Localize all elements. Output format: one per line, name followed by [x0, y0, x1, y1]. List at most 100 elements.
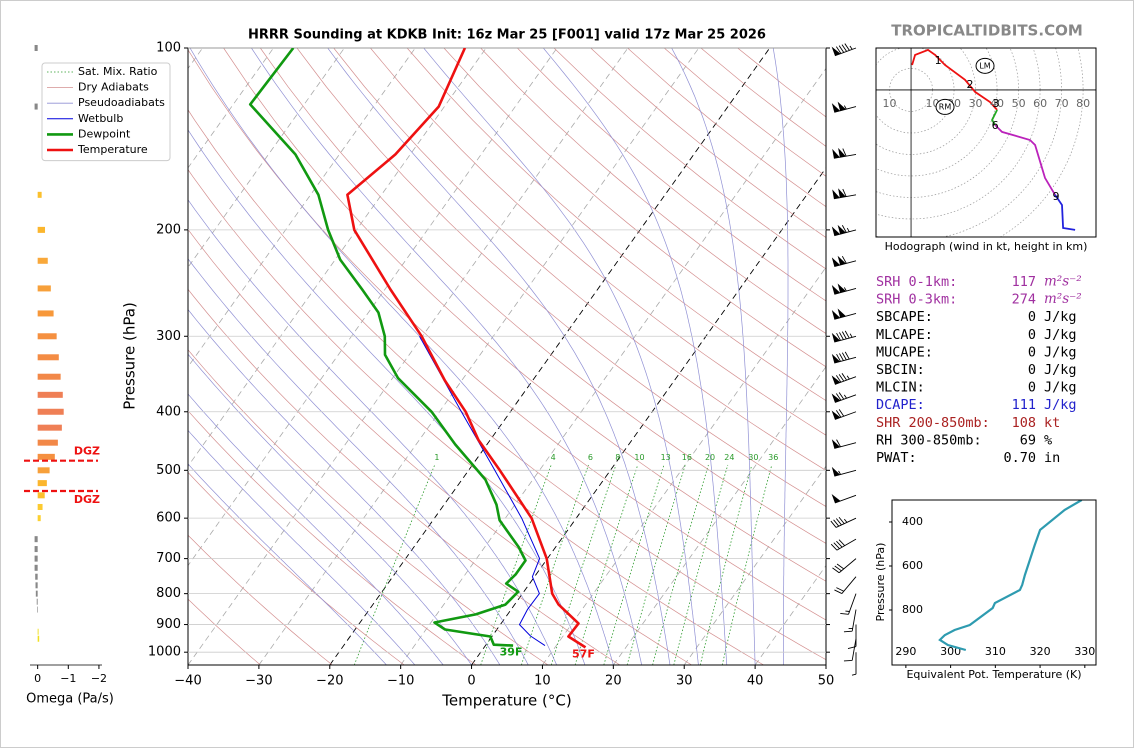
- mixing-ratio-label: 1: [434, 453, 439, 462]
- x-tick-label: 50: [818, 674, 835, 689]
- pseudoadiabat: [188, 309, 501, 665]
- omega-bar: [37, 480, 47, 487]
- legend-box: [41, 62, 171, 162]
- theta-x-tick-label: 290: [895, 645, 916, 658]
- y-tick-label: 300: [156, 329, 181, 344]
- wind-barb: [831, 101, 857, 113]
- hodograph-label: RM: [939, 102, 952, 111]
- dry-adiabat: [188, 228, 692, 665]
- hodograph-trace: [1054, 194, 1076, 231]
- omega-tick-label: 0: [34, 672, 41, 685]
- hodograph-tick-label: 10: [883, 97, 897, 110]
- x-tick-label: 30: [676, 674, 693, 689]
- legend-label: Dry Adiabats: [78, 81, 149, 94]
- mixing-ratio-line: [550, 464, 617, 665]
- stat-label: SBCAPE:: [876, 309, 933, 325]
- y-tick-label: 200: [156, 222, 181, 237]
- wind-barb: [831, 439, 857, 449]
- dry-adiabat: [188, 349, 549, 665]
- stat-unit: m²s⁻²: [1044, 274, 1082, 290]
- isotherm: [258, 48, 700, 665]
- omega-bar: [35, 582, 38, 589]
- legend-label: Sat. Mix. Ratio: [78, 65, 158, 78]
- dgz-label: DGZ: [74, 445, 100, 458]
- stat-value: 0: [1028, 362, 1036, 378]
- reference-lines: [188, 48, 826, 665]
- dry-adiabat: [188, 471, 405, 665]
- profile-line: [248, 48, 527, 647]
- mixing-ratio-label: 24: [724, 453, 734, 462]
- isotherm: [188, 48, 416, 368]
- stat-label: MUCAPE:: [876, 344, 933, 360]
- pseudoadiabat: [251, 48, 643, 665]
- omega-bar: [37, 391, 63, 398]
- legend-label: Wetbulb: [78, 112, 123, 125]
- wind-barb: [830, 538, 857, 551]
- stat-unit: J/kg: [1044, 397, 1077, 413]
- hodograph-tick-label: 70: [1055, 97, 1069, 110]
- dry-adiabat: [188, 598, 261, 665]
- y-tick-label: 700: [156, 551, 181, 566]
- isotherm: [188, 48, 274, 169]
- dry-adiabat: [260, 48, 826, 544]
- theta-frame: [891, 499, 1097, 666]
- hodograph-clip: [876, 48, 1096, 237]
- hodograph-label: 1: [935, 54, 942, 67]
- profile-line: [419, 336, 546, 647]
- hodograph-frame: [875, 47, 1097, 238]
- omega-bar: [37, 333, 57, 340]
- y-tick-label: 500: [156, 463, 181, 478]
- legend-label: Temperature: [77, 143, 148, 156]
- stat-label: SHR 200-850mb:: [876, 415, 990, 431]
- pseudoadiabat: [188, 429, 416, 665]
- stat-unit: %: [1044, 432, 1052, 448]
- hodograph-trace: [911, 48, 998, 111]
- pseudoadiabat: [423, 48, 699, 665]
- y-axis-label: Pressure (hPa): [121, 302, 139, 410]
- pseudoadiabat: [188, 199, 557, 665]
- y-tick-label: 400: [156, 404, 181, 419]
- x-tick-label: 20: [605, 674, 622, 689]
- omega-bar: [37, 439, 58, 446]
- omega-bar: [37, 191, 42, 198]
- mixing-ratio-line: [673, 464, 729, 665]
- hodograph-tick-label: 60: [1033, 97, 1047, 110]
- theta-x-tick-label: 330: [1074, 645, 1095, 658]
- mixing-ratio-line: [721, 464, 773, 665]
- wind-barb: [831, 392, 857, 403]
- mixing-ratio-line: [353, 464, 436, 665]
- x-tick-label: −30: [245, 674, 272, 689]
- omega-bar: [36, 598, 38, 605]
- y-tick-label: 100: [156, 41, 181, 56]
- omega-bar: [34, 546, 38, 553]
- omega-bar: [37, 408, 64, 415]
- x-tick-label: −40: [174, 674, 201, 689]
- x-axis-label: Temperature (°C): [441, 692, 571, 710]
- mixing-ratio-label: 16: [682, 453, 692, 462]
- omega-bar: [37, 492, 45, 499]
- hodograph-tick-label: 80: [1076, 97, 1090, 110]
- wind-barb: [831, 351, 857, 364]
- hodograph-label: LM: [979, 61, 990, 70]
- stat-value: 0: [1028, 344, 1036, 360]
- stat-label: RH 300-850mb:: [876, 432, 982, 448]
- pseudoadiabat: [327, 48, 671, 665]
- x-tick-label: 10: [534, 674, 551, 689]
- omega-bar: [37, 285, 51, 292]
- dgz-label: DGZ: [74, 493, 100, 506]
- wind-barb: [830, 516, 857, 528]
- y-tick-label: 1000: [148, 645, 181, 660]
- hodograph-tick-label: 40: [990, 97, 1004, 110]
- omega-tick-label: −2: [91, 672, 107, 685]
- pseudoadiabat: [772, 48, 789, 665]
- wind-barb: [831, 43, 857, 57]
- x-tick-label: −20: [316, 674, 343, 689]
- theta-e-line: [938, 500, 1083, 652]
- dry-adiabat: [188, 410, 477, 665]
- omega-bar: [37, 354, 59, 361]
- hodograph-label: 6: [992, 119, 999, 132]
- surface-label: 57F: [572, 647, 595, 660]
- dry-adiabat: [480, 48, 826, 334]
- wind-barb: [843, 609, 857, 633]
